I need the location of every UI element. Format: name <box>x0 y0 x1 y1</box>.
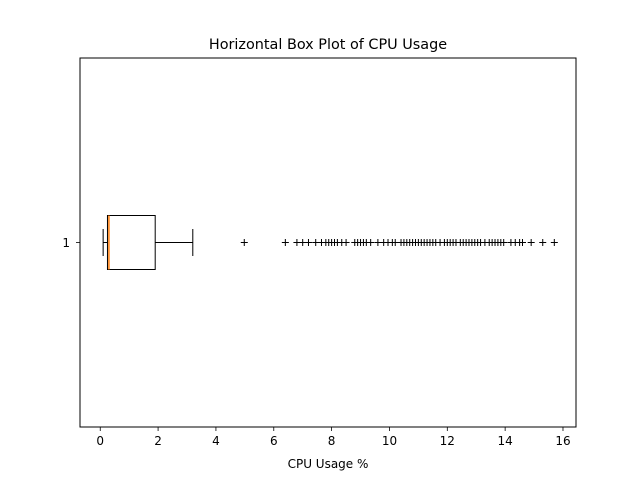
outlier-point <box>550 239 558 246</box>
iqr-box <box>106 215 156 270</box>
outlier-point <box>281 239 289 246</box>
outlier-point <box>518 239 526 246</box>
outlier-point <box>539 239 547 246</box>
x-tick-label: 16 <box>555 434 570 448</box>
chart-title: Horizontal Box Plot of CPU Usage <box>209 37 447 53</box>
x-tick-label: 6 <box>270 434 278 448</box>
outlier-point <box>527 239 535 246</box>
outlier-point <box>500 239 508 246</box>
x-tick-label: 0 <box>96 434 104 448</box>
x-axis-label: CPU Usage % <box>288 457 369 471</box>
axes-frame <box>79 57 577 428</box>
plot-area: 0 2 4 6 8 10 12 14 16 1 <box>62 215 571 448</box>
x-tick-label: 10 <box>382 434 397 448</box>
y-tick-label: 1 <box>62 236 70 250</box>
outlier-point <box>342 239 350 246</box>
outlier-point <box>240 239 248 246</box>
outlier-point <box>367 239 375 246</box>
x-tick-label: 14 <box>498 434 513 448</box>
x-tick-label: 8 <box>328 434 336 448</box>
x-tick-label: 2 <box>154 434 162 448</box>
outlier-point <box>304 239 312 246</box>
x-tick-label: 12 <box>440 434 455 448</box>
x-tick-label: 4 <box>212 434 220 448</box>
